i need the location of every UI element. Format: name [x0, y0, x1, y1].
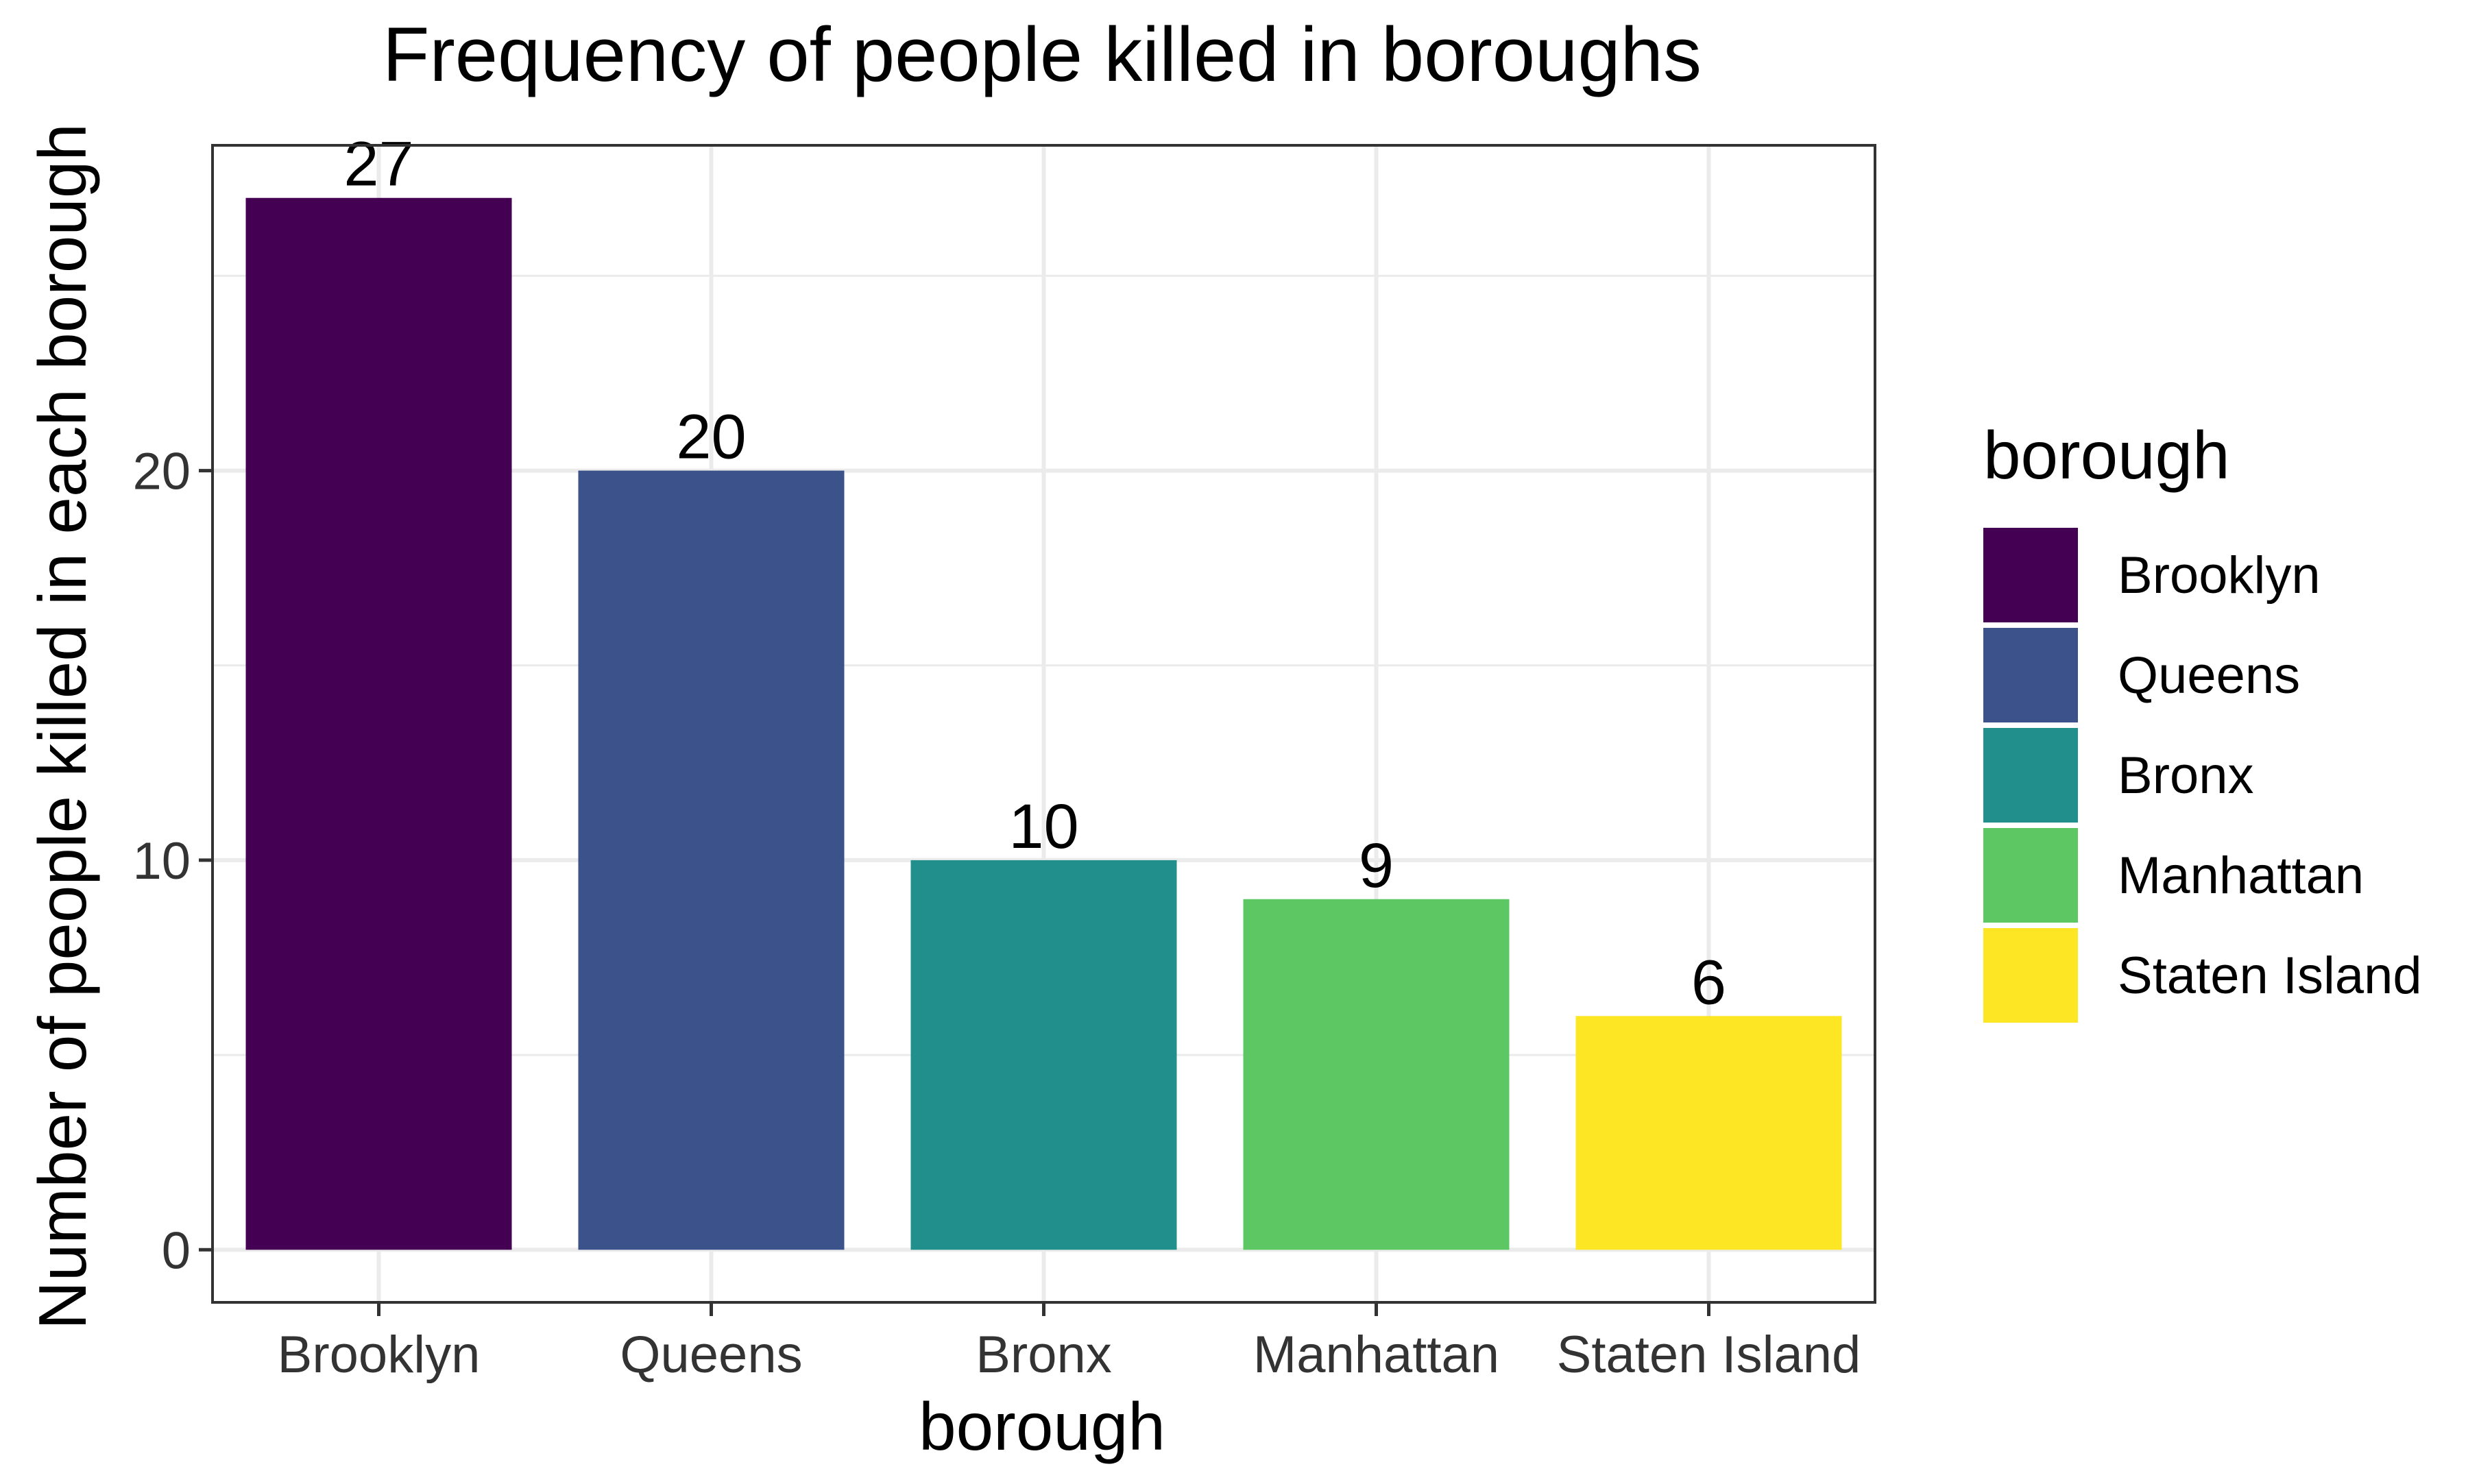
data-label-queens: 20 — [676, 402, 746, 472]
legend-key — [1983, 628, 2078, 722]
x-tick-label: Queens — [620, 1326, 802, 1384]
data-label-bronx: 10 — [1008, 792, 1078, 862]
x-tick-label: Manhattan — [1253, 1326, 1499, 1384]
x-axis-title: borough — [919, 1389, 1165, 1464]
legend-label: Bronx — [2118, 746, 2254, 805]
data-label-manhattan: 9 — [1359, 831, 1394, 901]
legend-key — [1983, 728, 2078, 823]
data-label-brooklyn: 27 — [343, 130, 413, 199]
plot-area: 27 20 10 9 6 0 10 20 Brooklyn Queens Bronx Manhatta… — [132, 130, 1876, 1384]
legend-key — [1983, 828, 2078, 923]
legend-title: borough — [1983, 417, 2230, 493]
bar-queens — [578, 470, 845, 1250]
legend-label: Queens — [2118, 646, 2300, 705]
chart-title: Frequency of people killed in boroughs — [383, 12, 1702, 97]
legend-key — [1983, 528, 2078, 622]
legend-label: Staten Island — [2118, 947, 2422, 1005]
y-tick-label: 0 — [162, 1221, 191, 1280]
legend-label: Brooklyn — [2118, 546, 2321, 605]
legend: Brooklyn Queens Bronx Manhattan Staten Islan… — [1983, 528, 2422, 1023]
legend-label: Manhattan — [2118, 847, 2364, 905]
bar-manhattan — [1243, 899, 1510, 1250]
data-label-staten-island: 6 — [1691, 947, 1726, 1017]
bar-brooklyn — [245, 197, 512, 1250]
legend-key — [1983, 928, 2078, 1023]
y-tick-label: 20 — [132, 443, 191, 501]
x-tick-label: Staten Island — [1557, 1326, 1861, 1384]
y-tick-label: 10 — [132, 832, 191, 890]
x-tick-label: Bronx — [976, 1326, 1112, 1384]
x-tick-label: Brooklyn — [278, 1326, 481, 1384]
bar-staten-island — [1575, 1016, 1842, 1250]
bar-bronx — [910, 860, 1177, 1250]
y-axis-title: Number of people killed in each borough — [25, 123, 100, 1330]
